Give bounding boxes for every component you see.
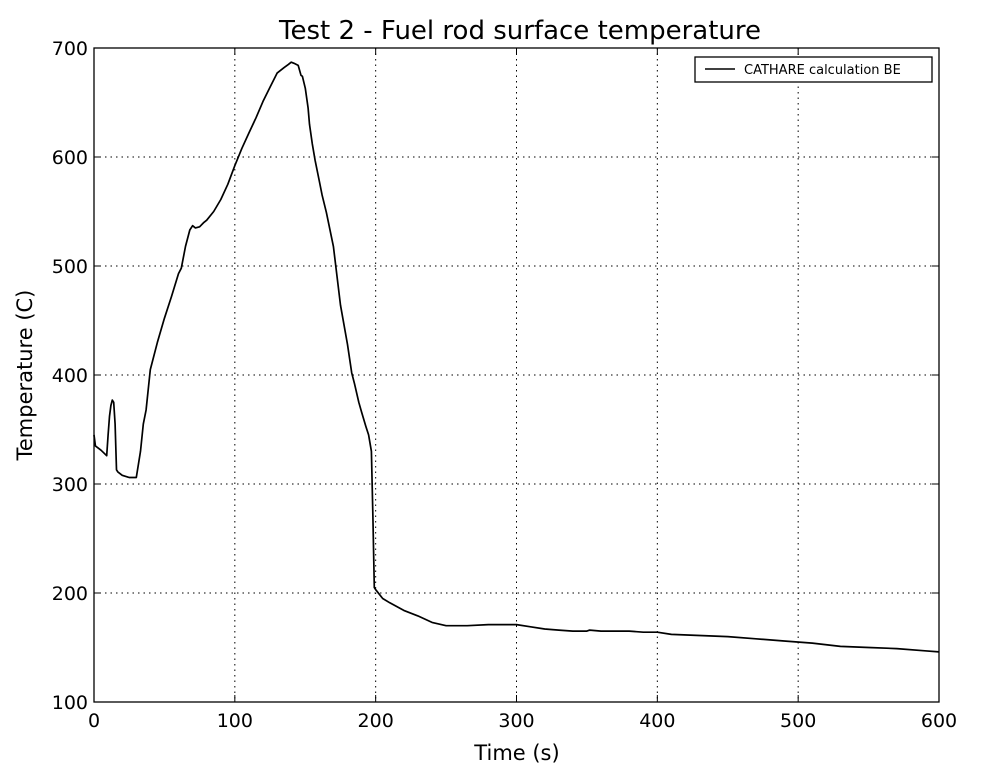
x-tick-label: 0 (88, 710, 100, 732)
x-tick-label: 300 (498, 710, 534, 732)
x-tick-label: 200 (358, 710, 394, 732)
x-axis-label: Time (s) (473, 741, 559, 765)
chart-title: Test 2 - Fuel rod surface temperature (278, 16, 761, 46)
y-tick-label: 100 (52, 692, 88, 714)
y-tick-label: 300 (52, 474, 88, 496)
plot-frame (93, 47, 940, 703)
grid-lines (94, 48, 939, 702)
x-tick-label: 500 (780, 710, 816, 732)
y-tick-label: 400 (52, 365, 88, 387)
y-axis-label: Temperature (C) (13, 290, 37, 462)
x-tick-label: 100 (217, 710, 253, 732)
y-tick-label: 600 (52, 147, 88, 169)
series-line (93, 61, 940, 653)
y-tick-label: 500 (52, 256, 88, 278)
x-tick-label: 600 (921, 710, 957, 732)
y-tick-label: 200 (52, 583, 88, 605)
legend-box (694, 56, 933, 83)
y-tick-label: 700 (52, 38, 88, 60)
series-layer (93, 61, 940, 653)
x-tick-label: 400 (639, 710, 675, 732)
legend: CATHARE calculation BE (694, 56, 933, 83)
legend-label: CATHARE calculation BE (744, 63, 901, 78)
